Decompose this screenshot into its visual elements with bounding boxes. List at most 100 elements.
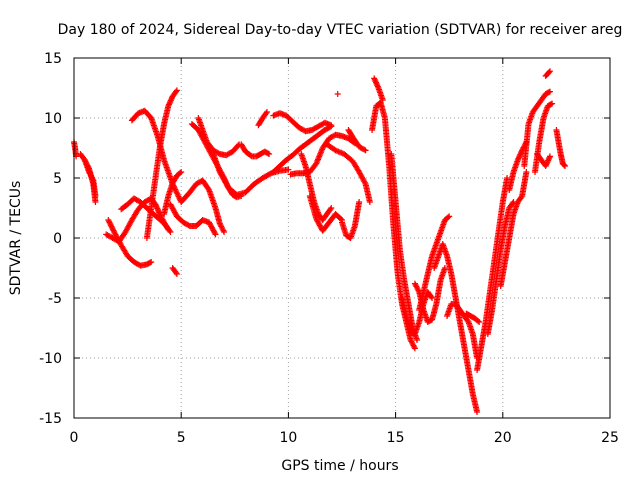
data-point	[285, 166, 292, 173]
y-tick-label: -10	[39, 351, 62, 367]
data-point	[474, 409, 481, 415]
data-series	[143, 87, 180, 241]
data-point	[476, 319, 483, 325]
data-point	[106, 219, 113, 226]
data-point	[561, 163, 568, 169]
data-point	[92, 199, 99, 205]
x-tick-label: 5	[177, 430, 186, 446]
data-point	[211, 230, 218, 237]
data-marks	[71, 68, 568, 415]
data-series	[484, 199, 517, 337]
data-point	[545, 157, 552, 164]
data-point	[165, 103, 172, 109]
data-point	[172, 187, 179, 194]
data-point	[429, 295, 436, 301]
data-point	[542, 163, 549, 169]
data-point	[546, 88, 553, 95]
data-point	[167, 98, 174, 105]
data-point	[178, 169, 185, 175]
data-point	[263, 109, 270, 115]
data-series	[388, 151, 421, 343]
data-point	[111, 228, 118, 235]
data-point	[148, 259, 155, 265]
data-point	[172, 186, 179, 193]
data-point	[173, 87, 180, 94]
data-point	[173, 189, 180, 196]
data-point	[328, 123, 335, 130]
y-tick-label: -15	[39, 411, 62, 427]
data-series	[521, 88, 553, 169]
y-tick-label: -5	[48, 291, 62, 307]
data-series	[270, 123, 335, 175]
data-point	[371, 76, 378, 83]
data-point	[372, 79, 379, 86]
data-series	[71, 139, 80, 160]
data-point	[328, 205, 335, 211]
data-series	[287, 131, 358, 178]
data-point	[373, 80, 380, 87]
data-series	[531, 100, 556, 175]
data-point	[371, 75, 378, 82]
data-series	[238, 141, 273, 160]
x-tick-label: 0	[70, 430, 79, 446]
data-series	[534, 151, 553, 169]
data-series	[371, 75, 386, 103]
data-point	[517, 151, 524, 158]
data-point	[337, 216, 344, 222]
data-series	[345, 127, 369, 154]
data-series	[463, 310, 483, 325]
data-point	[176, 194, 183, 201]
data-point	[334, 91, 341, 97]
x-tick-label: 20	[494, 430, 512, 446]
y-tick-label: 0	[53, 231, 62, 247]
data-point	[326, 124, 333, 131]
data-point	[428, 293, 435, 300]
data-point	[153, 204, 160, 211]
data-point	[361, 179, 368, 186]
data-point	[107, 222, 114, 229]
data-point	[165, 226, 172, 233]
data-point	[374, 82, 381, 89]
data-series	[323, 141, 373, 205]
data-series	[81, 157, 99, 205]
data-series	[255, 109, 270, 129]
data-point	[212, 231, 219, 238]
grid-lines	[74, 58, 610, 418]
data-point	[168, 96, 175, 103]
data-point	[153, 202, 160, 209]
data-series	[210, 151, 292, 198]
data-point	[154, 206, 161, 213]
x-tick-label: 10	[279, 430, 297, 446]
data-point	[546, 69, 553, 76]
data-point	[516, 154, 523, 161]
data-point	[263, 110, 270, 117]
data-series	[306, 193, 345, 234]
data-point	[205, 185, 212, 192]
data-point	[155, 208, 162, 215]
data-point	[372, 78, 379, 85]
x-axis-label: GPS time / hours	[281, 458, 398, 474]
data-point	[464, 317, 471, 324]
data-point	[327, 206, 334, 213]
data-point	[516, 152, 523, 159]
data-point	[546, 153, 553, 160]
data-point	[414, 337, 421, 343]
data-point	[164, 225, 171, 232]
data-point	[366, 199, 373, 205]
data-point	[105, 217, 112, 223]
data-point	[546, 154, 553, 161]
x-tick-label: 25	[601, 430, 619, 446]
data-point	[109, 226, 116, 233]
x-tick-label: 15	[387, 430, 405, 446]
data-point	[221, 229, 228, 235]
data-point	[156, 209, 163, 216]
y-axis-label: SDTVAR / TECUs	[8, 181, 24, 296]
data-point	[362, 147, 369, 154]
y-tick-label: 10	[44, 111, 62, 127]
data-point	[523, 169, 530, 175]
data-point	[109, 224, 116, 231]
data-point	[177, 169, 184, 176]
y-tick-label: 15	[44, 51, 62, 67]
data-point	[356, 199, 363, 205]
